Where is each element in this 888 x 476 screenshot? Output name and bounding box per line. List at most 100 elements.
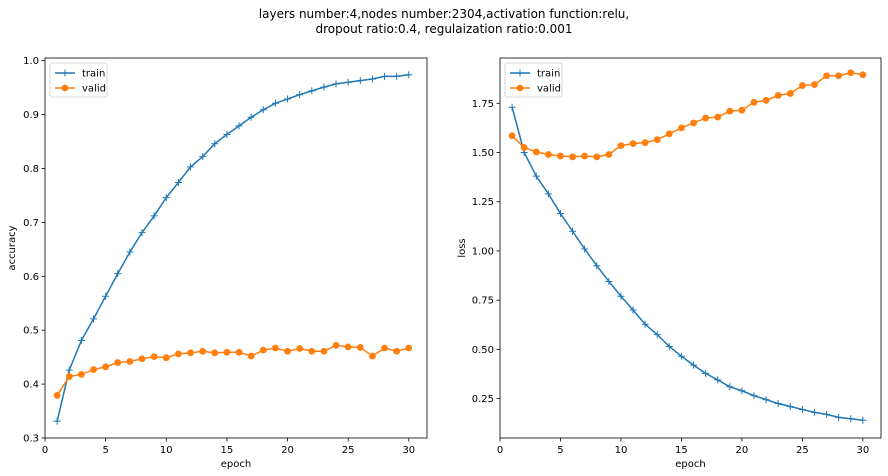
data-point-train xyxy=(174,179,182,187)
data-point-valid xyxy=(90,366,97,373)
data-point-train xyxy=(199,153,207,161)
x-tick-label: 25 xyxy=(342,445,355,456)
data-point-train xyxy=(211,140,219,148)
data-point-valid xyxy=(332,341,340,349)
data-point-train xyxy=(556,210,564,218)
data-point-train xyxy=(617,292,625,300)
data-point-valid xyxy=(581,152,589,160)
data-point-train xyxy=(308,87,316,95)
data-point-valid xyxy=(726,107,734,115)
data-point-train xyxy=(332,80,340,88)
data-point-train xyxy=(405,71,413,79)
y-tick-label: 0.7 xyxy=(23,218,39,229)
y-tick-label: 1.25 xyxy=(472,197,494,208)
data-point-train xyxy=(726,383,734,391)
data-point-train xyxy=(284,95,292,103)
x-tick-label: 0 xyxy=(497,445,503,456)
axes-frame xyxy=(499,57,882,439)
series-line-train xyxy=(56,73,409,422)
data-point-valid xyxy=(138,355,146,363)
x-tick-label: 30 xyxy=(402,445,415,456)
data-point-train xyxy=(393,72,401,80)
data-point-train xyxy=(544,190,552,198)
data-point-train xyxy=(296,91,304,99)
data-point-valid xyxy=(223,348,231,356)
data-point-train xyxy=(356,77,364,85)
data-point-train xyxy=(114,270,122,278)
series-line-valid xyxy=(56,344,410,396)
data-point-train xyxy=(259,106,267,114)
data-point-valid xyxy=(65,373,73,380)
data-point-valid xyxy=(617,142,625,150)
data-point-valid xyxy=(835,72,843,80)
data-point-valid xyxy=(150,353,158,361)
x-tick-label: 20 xyxy=(736,445,749,456)
data-point-train xyxy=(859,416,867,424)
data-point-train xyxy=(835,413,843,421)
y-tick-label: 0.25 xyxy=(472,394,494,405)
data-point-valid xyxy=(259,346,267,354)
data-point-train xyxy=(381,72,389,80)
data-point-valid xyxy=(308,347,316,355)
data-point-train xyxy=(593,262,601,270)
data-point-train xyxy=(762,396,770,404)
data-point-valid xyxy=(187,349,194,357)
x-tick-label: 20 xyxy=(281,445,294,456)
y-tick-label: 0.4 xyxy=(23,380,39,391)
data-point-valid xyxy=(714,113,722,121)
figure-title-line-2: dropout ratio:0.4, regulaization ratio:0… xyxy=(315,22,573,36)
data-point-valid xyxy=(738,106,746,114)
data-point-train xyxy=(750,392,758,400)
data-point-train xyxy=(581,245,589,253)
data-point-valid xyxy=(53,392,61,399)
y-tick-label: 0.75 xyxy=(472,296,494,307)
data-point-valid xyxy=(557,152,564,160)
x-tick-label: 10 xyxy=(160,445,173,456)
y-tick-label: 0.50 xyxy=(472,345,494,356)
figure-title-line-1: layers number:4,nodes number:2304,activa… xyxy=(258,7,630,21)
data-point-train xyxy=(629,306,637,314)
data-point-train xyxy=(786,402,794,410)
data-point-train xyxy=(126,248,134,256)
y-tick-label: 1.50 xyxy=(472,148,494,159)
data-point-valid xyxy=(344,343,352,351)
data-point-valid xyxy=(690,119,697,127)
data-point-valid xyxy=(823,72,830,80)
x-tick-label: 15 xyxy=(675,445,688,456)
data-point-train xyxy=(823,410,831,418)
data-point-train xyxy=(798,405,806,413)
data-point-valid xyxy=(544,151,552,158)
data-point-valid xyxy=(702,114,710,122)
data-point-valid xyxy=(641,139,649,147)
data-point-train xyxy=(532,172,540,180)
series-valid xyxy=(508,69,867,161)
data-point-train xyxy=(665,342,673,350)
data-point-train xyxy=(53,417,61,425)
data-point-train xyxy=(569,227,577,235)
data-point-train xyxy=(690,361,698,369)
data-point-valid xyxy=(369,352,376,360)
data-point-valid xyxy=(569,153,576,161)
x-axis-label: epoch xyxy=(221,459,251,470)
data-point-valid xyxy=(126,358,134,365)
data-point-train xyxy=(271,99,279,107)
data-point-train xyxy=(605,277,613,285)
data-point-valid xyxy=(665,130,673,138)
data-point-valid xyxy=(520,144,528,151)
data-point-valid xyxy=(162,354,170,362)
y-tick-label: 0.6 xyxy=(23,272,39,283)
data-point-train xyxy=(641,320,649,328)
axes-frame xyxy=(44,57,428,439)
series-train xyxy=(508,103,867,424)
data-point-train xyxy=(90,315,98,323)
data-point-valid xyxy=(774,92,782,99)
data-point-valid xyxy=(211,349,219,357)
x-tick-label: 25 xyxy=(796,445,809,456)
legend-label-train: train xyxy=(82,69,105,80)
data-point-train xyxy=(223,131,231,139)
data-point-valid xyxy=(77,370,85,378)
x-tick-label: 0 xyxy=(42,445,48,456)
legend-label-valid: valid xyxy=(82,84,106,95)
data-point-train xyxy=(235,122,243,130)
